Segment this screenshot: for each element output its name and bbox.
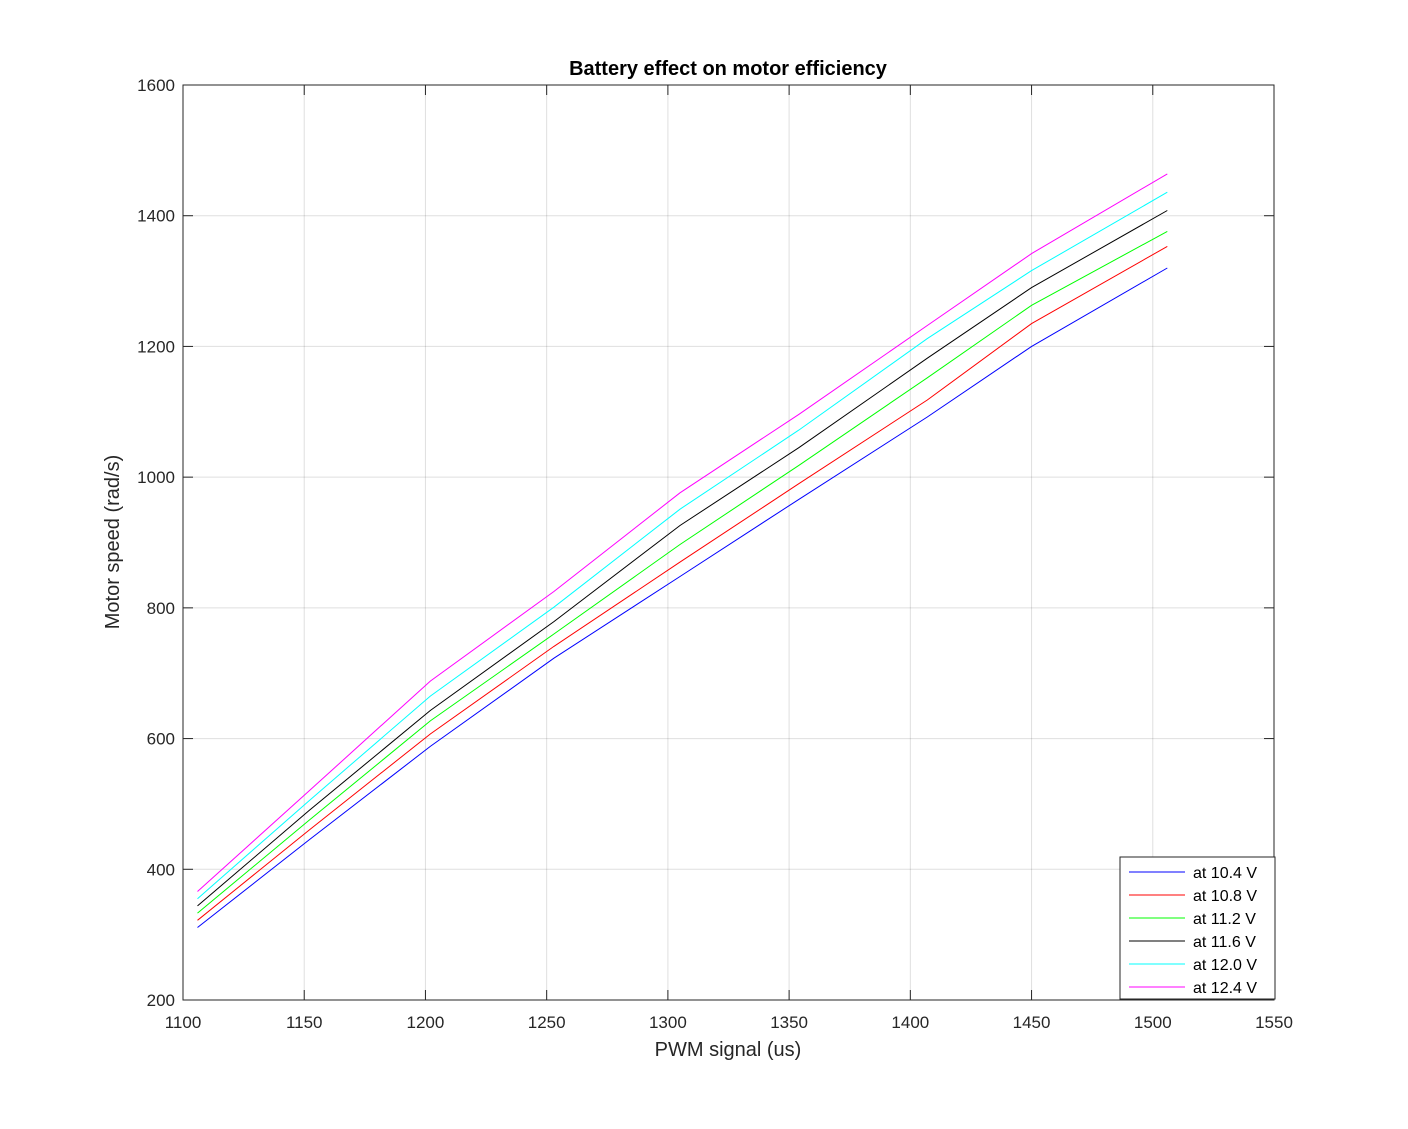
y-tick-labels: 200 400 600 800 1000 1200 1400 1600 xyxy=(137,76,175,1010)
plot-background xyxy=(183,85,1274,1000)
x-tick-label: 1150 xyxy=(286,1013,323,1032)
legend-label-1: at 10.4 V xyxy=(1193,865,1257,882)
series-line-6 xyxy=(197,173,1168,892)
plot-box xyxy=(182,84,1275,1001)
y-tick-label: 400 xyxy=(147,860,175,879)
y-tick-label: 1200 xyxy=(137,337,175,356)
y-tick-label: 600 xyxy=(147,730,175,749)
legend: at 10.4 V at 10.8 V at 11.2 V at 11.6 V at 1… xyxy=(1119,856,1276,1000)
series-line-3 xyxy=(197,230,1168,914)
series-line-2 xyxy=(197,245,1168,921)
x-tick-label: 1550 xyxy=(1255,1013,1293,1032)
x-tick-label: 1400 xyxy=(891,1013,929,1032)
x-tick-label: 1200 xyxy=(407,1013,445,1032)
y-tick-label: 200 xyxy=(147,991,175,1010)
legend-label-2: at 10.8 V xyxy=(1193,888,1257,905)
x-tick-label: 1500 xyxy=(1134,1013,1172,1032)
y-axis-label: Motor speed (rad/s) xyxy=(102,455,124,630)
legend-box xyxy=(1119,856,1276,1000)
series-line-1 xyxy=(197,267,1168,928)
legend-label-6: at 12.4 V xyxy=(1193,980,1257,997)
legend-label-3: at 11.2 V xyxy=(1193,911,1256,928)
x-tick-label: 1350 xyxy=(770,1013,808,1032)
y-tick-label: 800 xyxy=(147,599,175,618)
x-tick-labels: 1100 1150 1200 1250 1300 1350 1400 1450 1500 1550 xyxy=(165,1013,1293,1032)
y-tick-label: 1600 xyxy=(137,76,175,95)
legend-label-4: at 11.6 V xyxy=(1193,934,1256,951)
series-lines xyxy=(197,173,1168,928)
x-tick-label: 1300 xyxy=(649,1013,687,1032)
x-tick-label: 1100 xyxy=(165,1013,202,1032)
x-axis-label: PWM signal (us) xyxy=(655,1039,802,1061)
series-line-4 xyxy=(197,210,1168,907)
series-line-5 xyxy=(197,191,1168,900)
x-tick-label: 1450 xyxy=(1013,1013,1051,1032)
axis-ticks xyxy=(182,84,1275,1001)
y-tick-label: 1400 xyxy=(137,207,175,226)
x-tick-label: 1250 xyxy=(528,1013,566,1032)
y-tick-label: 1000 xyxy=(137,468,175,487)
chart-title: Battery effect on motor efficiency xyxy=(569,58,888,80)
legend-label-5: at 12.0 V xyxy=(1193,957,1257,974)
